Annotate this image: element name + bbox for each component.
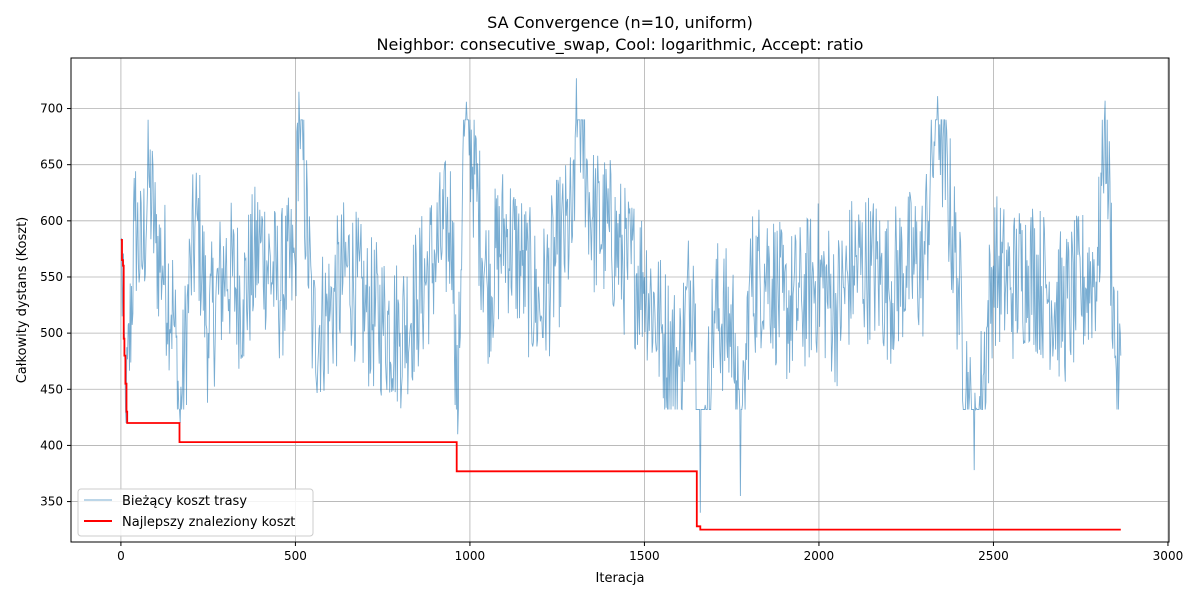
y-tick-label: 400 [40, 438, 63, 452]
chart-title: SA Convergence (n=10, uniform) [487, 13, 753, 32]
x-tick-label: 500 [284, 549, 307, 563]
x-tick-label: 2500 [978, 549, 1009, 563]
legend: Bieżący koszt trasy Najlepszy znaleziony… [77, 488, 314, 537]
x-tick-label: 1500 [629, 549, 660, 563]
y-tick-label: 350 [40, 495, 63, 509]
x-tick-label: 0 [117, 549, 125, 563]
y-tick-label: 700 [40, 102, 63, 116]
chart-subtitle: Neighbor: consecutive_swap, Cool: logari… [377, 35, 864, 55]
x-tick-label: 2000 [804, 549, 835, 563]
series-current-cost-line [120, 78, 1122, 513]
y-tick-label: 450 [40, 382, 63, 396]
plot-area-border [70, 57, 1170, 543]
y-tick-label: 550 [40, 270, 63, 284]
series-best-cost-line [120, 238, 1121, 531]
y-tick-label: 650 [40, 158, 63, 172]
x-axis-label: Iteracja [596, 571, 645, 586]
y-tick-label: 600 [40, 214, 63, 228]
legend-label-current: Bieżący koszt trasy [122, 494, 247, 509]
series-layer [120, 78, 1122, 531]
axis-ticks: 0 500 1000 1500 2000 2500 3000 350 400 450 500 550 6… [40, 102, 1183, 563]
y-tick-label: 500 [40, 326, 63, 340]
legend-box [77, 488, 314, 537]
legend-label-best: Najlepszy znaleziony koszt [122, 515, 295, 530]
y-axis-label: Całkowity dystans (Koszt) [15, 217, 30, 384]
x-tick-label: 1000 [455, 549, 486, 563]
x-tick-label: 3000 [1153, 549, 1184, 563]
